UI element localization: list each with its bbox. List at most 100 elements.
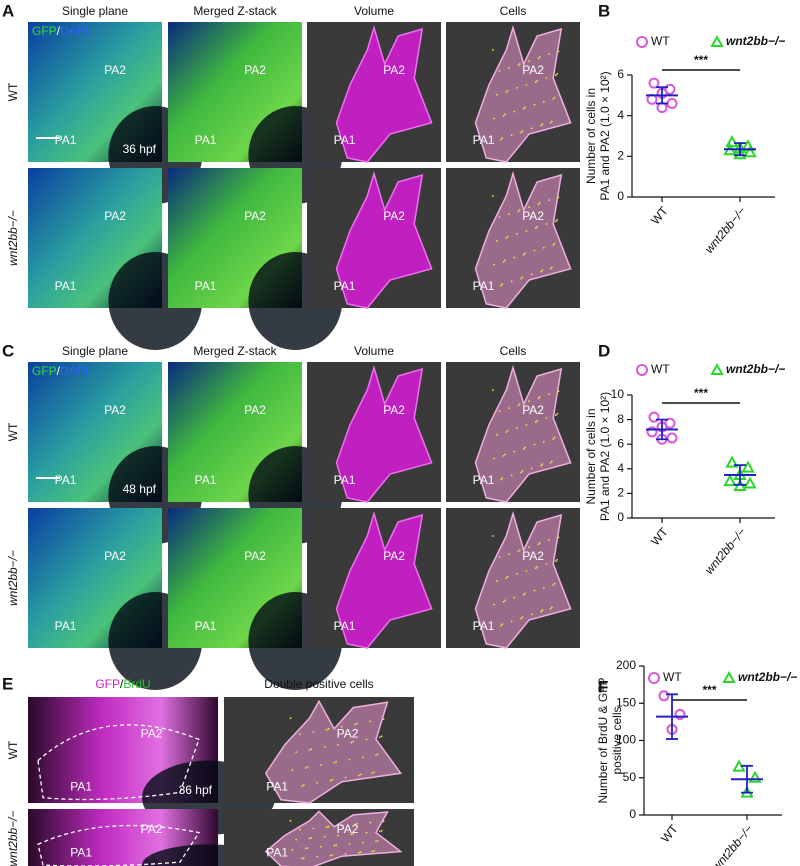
region-label: PA2 [104, 549, 126, 563]
region-label: PA1 [473, 473, 495, 487]
cell-dot [536, 79, 539, 82]
cell-dot [533, 249, 536, 252]
cell-dot [496, 433, 498, 436]
cell-dot [537, 397, 540, 400]
cell-dot [552, 438, 555, 440]
cell-dot [528, 400, 530, 403]
cell-dot [369, 720, 372, 723]
cell-dot [557, 196, 560, 199]
stain-label: GFP/DAPI [32, 364, 88, 378]
region-label: PA1 [195, 133, 217, 147]
micrograph [446, 168, 580, 309]
cell-dot [537, 543, 540, 546]
cell-dot [505, 577, 508, 579]
data-point [646, 426, 658, 438]
cell-dot [513, 596, 516, 599]
cell-dot [538, 542, 541, 544]
row-label: wnt2bb−/− [6, 810, 20, 866]
cell-dot [498, 410, 501, 412]
micrograph [224, 697, 414, 804]
cell-dot [556, 72, 559, 75]
cell-dot [517, 210, 520, 213]
stain-part: / [57, 364, 61, 378]
cell-dot [500, 138, 502, 141]
cell-dot [552, 98, 555, 100]
cell-dot [498, 556, 501, 558]
cell-dot [316, 781, 318, 784]
y-tick-label: 6 [617, 436, 624, 450]
cell-dot [537, 57, 540, 60]
micrograph [446, 22, 580, 163]
volume-render [335, 364, 433, 503]
region-label: PA2 [383, 209, 405, 223]
cell-dot [548, 539, 551, 542]
cell-dot [350, 741, 353, 744]
cell-dot [522, 107, 525, 110]
data-point [741, 460, 755, 473]
y-tick-label: 200 [616, 658, 636, 672]
cell-dot [524, 106, 526, 109]
cell-render [474, 24, 572, 163]
cell-dot [542, 586, 545, 589]
cell-dot [356, 722, 358, 725]
cell-dot [545, 563, 548, 565]
cell-dot [554, 414, 557, 417]
y-tick-label: 50 [623, 770, 637, 784]
region-label: PA2 [104, 403, 126, 417]
legend-marker [636, 364, 648, 376]
cell-dot [492, 389, 494, 391]
cell-render [474, 170, 572, 309]
legend-label: WT [663, 670, 682, 684]
x-tick-label: wnt2bb−/− [702, 525, 749, 577]
cell-dot [552, 584, 555, 586]
region-label: PA1 [195, 473, 217, 487]
cell-dot [528, 206, 530, 209]
cell-dot [323, 835, 326, 838]
micrograph [307, 508, 441, 649]
cell-dot [534, 227, 537, 230]
y-axis-label: PA1 and PA2 (1.0 × 10²) [598, 71, 612, 200]
micrograph [307, 168, 441, 309]
cell-dot [557, 536, 560, 539]
micrograph [168, 508, 343, 690]
data-point [725, 455, 739, 468]
cell-dot [549, 461, 552, 464]
cell-dot [337, 743, 339, 746]
cell-dot [556, 412, 559, 415]
cell-dot [492, 49, 494, 51]
data-point [674, 708, 686, 720]
cell-dot [361, 841, 364, 844]
cell-dot [501, 137, 504, 140]
cell-dot [295, 751, 298, 754]
region-label: PA2 [522, 403, 544, 417]
cell-dot [517, 550, 520, 553]
y-axis-label: Number of BrdU & GFP [596, 677, 610, 803]
cell-dot [302, 784, 305, 786]
cell-dot [549, 607, 552, 610]
region-label: PA1 [195, 619, 217, 633]
cell-dot [513, 256, 516, 259]
cell-dot [365, 738, 368, 741]
cell-dot [533, 103, 536, 106]
cell-dot [340, 725, 343, 728]
y-tick-label: 0 [617, 189, 624, 203]
y-tick-label: 4 [617, 108, 624, 122]
cell-dot [320, 763, 322, 766]
cell-dot [308, 837, 311, 840]
stain-part: GFP [32, 364, 57, 378]
cell-dot [301, 857, 303, 860]
cell-dot [504, 453, 506, 456]
cell-dot [382, 718, 385, 721]
cell-dot [316, 855, 318, 858]
column-header: Double positive cells [264, 677, 373, 691]
cell-dot [359, 773, 362, 776]
cell-dot [550, 606, 553, 609]
y-axis-label: Number of cells in [584, 408, 598, 504]
cell-dot [301, 785, 303, 787]
volume-render [335, 170, 433, 309]
cell-dot [534, 421, 537, 424]
cell-dot [310, 748, 313, 750]
region-label: PA1 [334, 133, 356, 147]
cell-dot [291, 769, 294, 772]
data-point [666, 432, 678, 444]
